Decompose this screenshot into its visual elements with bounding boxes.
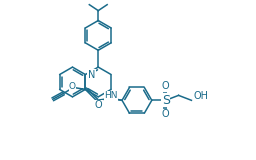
- Text: O: O: [162, 81, 169, 92]
- Text: S: S: [162, 94, 170, 107]
- Text: O: O: [69, 82, 76, 91]
- Text: HN: HN: [104, 91, 118, 100]
- Text: N: N: [88, 70, 95, 80]
- Text: O: O: [162, 109, 169, 119]
- Text: O: O: [94, 100, 102, 110]
- Text: OH: OH: [194, 91, 209, 101]
